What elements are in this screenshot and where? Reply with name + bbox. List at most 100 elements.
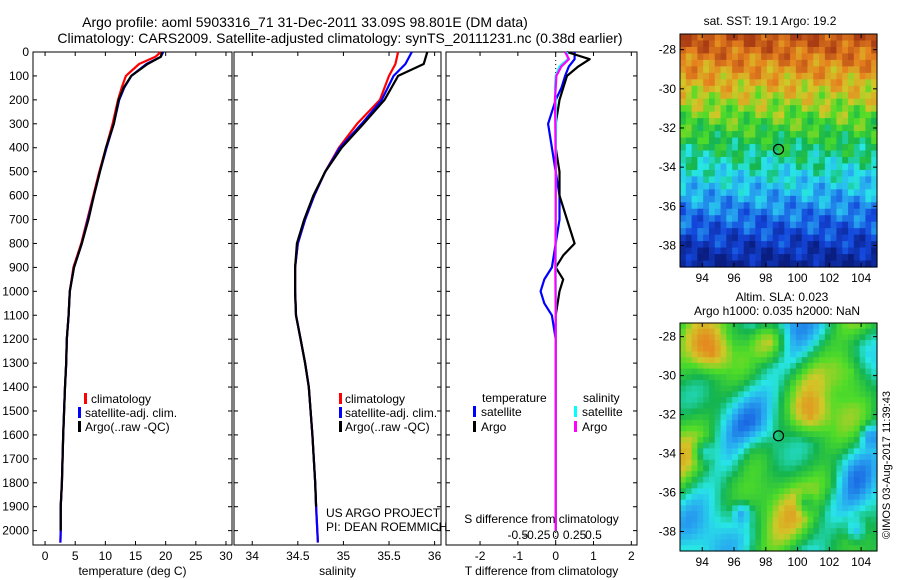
map-cell <box>761 53 768 61</box>
map-cell <box>848 156 855 165</box>
map-cell <box>720 234 727 242</box>
map-cell <box>743 169 751 177</box>
legend-swatch-temp-satellite <box>473 406 476 417</box>
map-cell <box>784 362 791 370</box>
map-cell <box>755 105 762 113</box>
map-cell <box>685 499 693 506</box>
map-cell <box>778 345 785 353</box>
map-cell <box>743 448 751 455</box>
map-cell <box>743 476 751 484</box>
map-cell <box>726 105 733 113</box>
map-cell <box>784 448 791 455</box>
map-cell <box>766 482 774 489</box>
map-cell <box>784 402 791 410</box>
map-cell <box>801 254 809 262</box>
map-cell <box>801 494 809 501</box>
map-cell <box>859 533 867 541</box>
map-cell <box>865 118 872 126</box>
map-cell <box>778 66 785 74</box>
map-cell <box>848 391 855 398</box>
map-cell <box>830 118 838 126</box>
map-cell <box>708 124 716 132</box>
map-cell <box>853 208 861 216</box>
map-cell <box>871 241 878 249</box>
map-cell <box>680 442 687 449</box>
y-tick-label: 1000 <box>2 284 29 298</box>
map-cell <box>790 202 797 210</box>
salinity-legend: climatology satellite-adj. clim. Argo(..… <box>339 392 437 434</box>
map-cell <box>824 448 832 455</box>
map-cell <box>795 539 803 546</box>
map-cell <box>790 533 797 541</box>
map-cell <box>784 476 791 484</box>
map-cell <box>680 362 687 370</box>
map-cell <box>737 408 745 415</box>
map-cell <box>680 156 687 165</box>
map-cell <box>784 208 791 216</box>
map-cell <box>813 391 820 398</box>
map-cell <box>685 545 693 552</box>
map-cell <box>720 414 727 421</box>
map-cell <box>871 437 878 444</box>
map-cell <box>790 34 797 42</box>
map-cell <box>801 53 809 61</box>
map-cell <box>755 391 762 398</box>
map-cell <box>737 111 745 119</box>
map-cell <box>749 323 756 330</box>
map-cell <box>795 511 803 518</box>
map-cell <box>685 234 693 242</box>
map-cell <box>871 357 878 364</box>
map-cell <box>720 66 727 74</box>
map-cell <box>680 459 687 467</box>
map-cell <box>726 182 733 190</box>
map-cell <box>680 53 687 61</box>
series-line <box>553 51 571 531</box>
map-cell <box>807 505 814 512</box>
map-cell <box>871 118 878 126</box>
map-cell <box>772 131 780 139</box>
map-cell <box>714 215 722 223</box>
map-cell <box>697 202 704 210</box>
map-cell <box>761 92 768 100</box>
map-cell <box>848 221 855 229</box>
map-cell <box>865 351 872 358</box>
map-cell <box>830 351 838 358</box>
map-cell <box>691 357 698 364</box>
map-cell <box>685 533 693 541</box>
map-cell <box>749 144 756 152</box>
map-cell <box>691 385 698 392</box>
map-y-tick-label: -36 <box>659 486 677 500</box>
map-cell <box>795 533 803 541</box>
map-cell <box>778 176 785 184</box>
map-cell <box>790 215 797 223</box>
map-cell <box>865 397 872 404</box>
map-cell <box>830 362 838 370</box>
map-cell <box>824 156 832 165</box>
map-cell <box>680 454 687 461</box>
map-cell <box>871 362 878 370</box>
series-line <box>294 51 413 543</box>
map-cell <box>755 221 762 229</box>
map-cell <box>691 476 698 484</box>
map-cell <box>703 144 710 152</box>
map-cell <box>824 79 832 87</box>
map-cell <box>795 182 803 190</box>
map-cell <box>755 431 762 438</box>
map-cell <box>772 385 780 392</box>
map-cell <box>766 131 774 139</box>
map-cell <box>743 202 751 210</box>
map-cell <box>836 511 843 518</box>
map-cell <box>737 131 745 139</box>
map-cell <box>778 79 785 87</box>
map-cell <box>795 419 803 427</box>
map-cell <box>691 92 698 100</box>
map-cell <box>853 195 861 203</box>
map-cell <box>708 414 716 421</box>
map-cell <box>743 195 751 203</box>
map-cell <box>703 448 710 455</box>
y-tick-label: 1800 <box>2 476 29 490</box>
map-cell <box>865 156 872 165</box>
map-cell <box>859 228 867 236</box>
map-cell <box>766 247 774 255</box>
map-cell <box>853 476 861 484</box>
